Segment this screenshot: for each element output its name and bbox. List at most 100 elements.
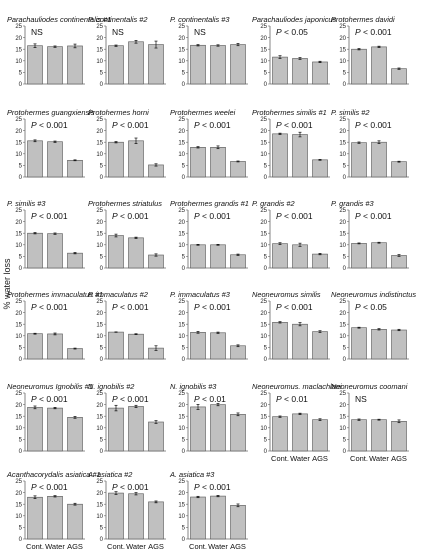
y-tick-label: 5 — [182, 255, 186, 261]
stat-label: P < 0.001 — [194, 302, 231, 312]
chart-panel: P. grandis #2 P < 0.001 0 5 10 15 20 25 — [252, 199, 330, 272]
y-tick-label: 25 — [260, 391, 267, 397]
bar — [292, 323, 308, 360]
y-tick-label: 25 — [260, 24, 267, 30]
y-tick-label: 25 — [15, 479, 22, 485]
bar — [108, 45, 124, 85]
chart-panel: P. continentalis #3 NS 0 5 10 15 20 25 — [170, 15, 248, 88]
bar — [47, 407, 63, 452]
bar — [148, 501, 164, 540]
y-tick-label: 0 — [343, 449, 347, 455]
y-tick-label: 10 — [96, 514, 103, 520]
bar — [27, 232, 43, 269]
y-tick-label: 0 — [100, 449, 104, 455]
y-tick-label: 5 — [100, 526, 104, 532]
bar — [312, 159, 328, 178]
y-tick-label: 25 — [339, 208, 346, 214]
y-tick-label: 20 — [178, 220, 185, 226]
x-category-label: Cont. — [107, 542, 125, 550]
bar — [351, 142, 367, 178]
y-tick-label: 0 — [343, 82, 347, 88]
panel-title: Neoneuromus. maclachlani — [252, 382, 342, 391]
bar — [230, 44, 246, 85]
y-tick-label: 25 — [15, 391, 22, 397]
y-tick-label: 5 — [182, 526, 186, 532]
bar — [148, 421, 164, 452]
stat-label: P < 0.01 — [194, 394, 226, 404]
stat-label: P < 0.001 — [112, 120, 149, 130]
y-tick-label: 10 — [178, 243, 185, 249]
bar — [108, 141, 124, 178]
x-category-label: Cont. — [189, 542, 207, 550]
y-tick-label: 25 — [96, 479, 103, 485]
y-tick-label: 5 — [264, 346, 268, 352]
stat-label: NS — [194, 27, 206, 37]
x-category-label: Water — [208, 542, 228, 550]
y-tick-label: 5 — [182, 346, 186, 352]
bar — [292, 244, 308, 269]
y-tick-label: 25 — [178, 479, 185, 485]
y-tick-label: 10 — [96, 152, 103, 158]
panel-title: N. ignobilis #2 — [88, 382, 134, 391]
y-tick-label: 25 — [260, 117, 267, 123]
y-tick-label: 20 — [260, 36, 267, 42]
panel-title: P. grandis #3 — [331, 199, 374, 208]
panel-title: P. continentalis #3 — [170, 15, 230, 24]
y-tick-label: 15 — [260, 322, 267, 328]
y-tick-label: 10 — [15, 152, 22, 158]
y-tick-label: 25 — [15, 24, 22, 30]
bar — [210, 147, 226, 178]
chart-panel: Protohermes striatulus P < 0.001 0 5 10 15 20 2… — [88, 199, 166, 272]
y-tick-label: 0 — [182, 82, 186, 88]
panel-title: P. similis #3 — [7, 199, 46, 208]
y-tick-label: 25 — [178, 24, 185, 30]
y-tick-label: 0 — [100, 266, 104, 272]
y-tick-label: 0 — [182, 266, 186, 272]
y-tick-label: 0 — [100, 175, 104, 181]
y-tick-label: 15 — [96, 502, 103, 508]
stat-label: P < 0.001 — [112, 394, 149, 404]
bar — [190, 147, 206, 178]
stat-label: P < 0.001 — [112, 482, 149, 492]
bar — [128, 140, 144, 178]
y-tick-label: 15 — [260, 47, 267, 53]
bar — [371, 329, 387, 360]
bar — [27, 333, 43, 360]
y-tick-label: 20 — [96, 220, 103, 226]
y-tick-label: 20 — [260, 129, 267, 135]
y-tick-label: 5 — [264, 438, 268, 444]
stat-label: P < 0.001 — [355, 27, 392, 37]
y-tick-label: 15 — [15, 47, 22, 53]
y-tick-label: 10 — [178, 334, 185, 340]
y-tick-label: 0 — [343, 175, 347, 181]
y-tick-label: 0 — [19, 175, 23, 181]
y-tick-label: 5 — [19, 438, 23, 444]
y-tick-label: 25 — [339, 24, 346, 30]
bar — [272, 56, 288, 85]
bar — [27, 45, 43, 85]
y-tick-label: 20 — [15, 220, 22, 226]
panel-title: Protohermes guangxiensis — [7, 108, 95, 117]
chart-panel: P. continentalis #2 NS 0 5 10 15 20 25 — [88, 15, 166, 88]
y-tick-label: 20 — [15, 36, 22, 42]
y-tick-label: 15 — [15, 322, 22, 328]
bar — [351, 327, 367, 360]
y-tick-label: 15 — [178, 502, 185, 508]
y-tick-label: 10 — [260, 426, 267, 432]
y-tick-label: 25 — [96, 299, 103, 305]
y-tick-label: 20 — [339, 220, 346, 226]
y-tick-label: 25 — [339, 117, 346, 123]
y-tick-label: 10 — [339, 243, 346, 249]
y-tick-label: 15 — [96, 140, 103, 146]
y-tick-label: 10 — [96, 243, 103, 249]
y-tick-label: 15 — [260, 414, 267, 420]
stat-label: P < 0.001 — [112, 211, 149, 221]
y-tick-label: 15 — [260, 140, 267, 146]
bar — [230, 161, 246, 178]
y-tick-label: 10 — [15, 243, 22, 249]
y-tick-label: 15 — [15, 414, 22, 420]
bar — [190, 332, 206, 360]
bar — [67, 45, 83, 85]
panel-title: A. asiatica #2 — [87, 470, 132, 479]
chart-panel: P. similis #2 P < 0.001 0 5 10 15 20 25 — [331, 108, 409, 181]
